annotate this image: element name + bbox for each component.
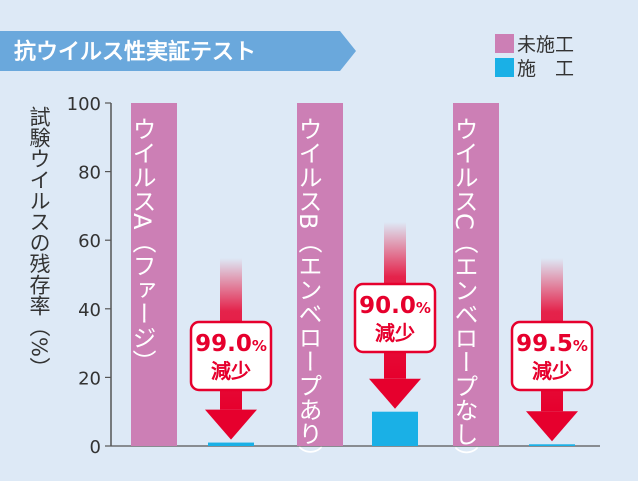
- legend-swatch-treated: [495, 58, 514, 77]
- callout-box: [510, 320, 594, 392]
- legend: 未施工 施 工: [495, 34, 574, 80]
- bar-treated: [372, 411, 418, 446]
- bar-category-label: ウイルスC（エンベロープなし）: [450, 117, 478, 470]
- callout-text: 減少: [375, 321, 415, 345]
- y-tick-label: 0: [90, 437, 101, 458]
- y-axis: 0 20 40 60 80 100: [67, 94, 600, 458]
- y-tick-label: 100: [67, 94, 101, 115]
- chart-title: 抗ウイルス性実証テスト: [14, 39, 256, 65]
- legend-swatch-untreated: [495, 34, 514, 53]
- callout-box: [353, 282, 437, 354]
- callout-text: 減少: [532, 359, 572, 383]
- bar-untreated: [453, 103, 499, 446]
- bar-category-label: ウイルスA（ファージ）: [128, 117, 156, 373]
- bar-treated: [208, 442, 254, 446]
- y-axis-label: 試験ウイルスの残存率（%）: [27, 106, 51, 378]
- title-banner: 抗ウイルス性実証テスト: [0, 31, 356, 71]
- callout-value: 99.5%: [516, 331, 588, 357]
- callout-text: 減少: [211, 359, 251, 383]
- bar-treated: [529, 444, 575, 446]
- bar-category-label: ウイルスB（エンベロープあり）: [294, 117, 322, 469]
- arrow-head: [526, 411, 578, 442]
- arrow-head: [205, 409, 257, 440]
- bar-untreated: [131, 103, 177, 446]
- y-tick-label: 20: [78, 368, 101, 389]
- callout-value: 90.0%: [359, 293, 431, 319]
- y-tick-label: 40: [78, 300, 101, 321]
- title-banner-shape: [0, 31, 356, 71]
- bars: ウイルスA（ファージ） ウイルスB（エンベロープあり） ウイルスC（エンベロープなし…: [128, 103, 575, 470]
- bar-untreated: [297, 103, 343, 446]
- arrow-head: [369, 378, 421, 409]
- y-tick-label: 80: [78, 163, 101, 184]
- y-tick-label: 60: [78, 231, 101, 252]
- callout-value: 99.0%: [195, 331, 267, 357]
- legend-label-treated: 施 工: [517, 58, 574, 80]
- legend-label-untreated: 未施工: [517, 34, 574, 56]
- callout-box: [189, 320, 273, 392]
